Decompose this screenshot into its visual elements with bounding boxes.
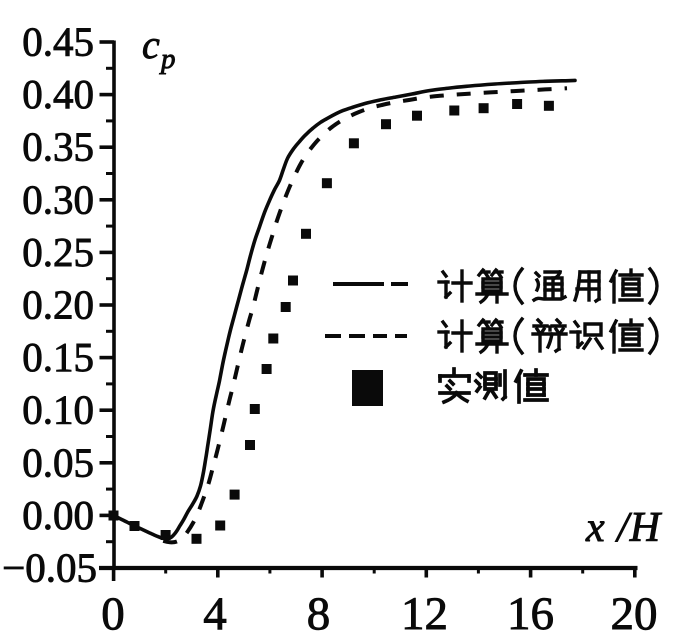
- svg-text:0.40: 0.40: [22, 71, 94, 117]
- svg-text:0.00: 0.00: [22, 492, 94, 538]
- svg-text:8: 8: [307, 588, 331, 639]
- svg-text:c: c: [142, 22, 160, 67]
- svg-text:p: p: [159, 43, 176, 75]
- svg-text:0.10: 0.10: [22, 387, 94, 433]
- svg-text:0.35: 0.35: [22, 124, 94, 170]
- svg-text:20: 20: [611, 588, 658, 639]
- svg-text:0.05: 0.05: [22, 439, 94, 485]
- svg-text:0.20: 0.20: [22, 282, 94, 328]
- svg-text:0: 0: [101, 588, 125, 639]
- svg-text:12: 12: [401, 588, 448, 639]
- svg-text:0.15: 0.15: [22, 334, 94, 380]
- svg-text:0.25: 0.25: [22, 229, 94, 275]
- svg-text:16: 16: [507, 588, 554, 639]
- svg-text:0.45: 0.45: [22, 19, 94, 65]
- svg-text:x /H: x /H: [585, 505, 663, 551]
- svg-text:4: 4: [203, 588, 227, 639]
- svg-text:0.30: 0.30: [22, 176, 94, 222]
- svg-text:−0.05: −0.05: [2, 545, 97, 591]
